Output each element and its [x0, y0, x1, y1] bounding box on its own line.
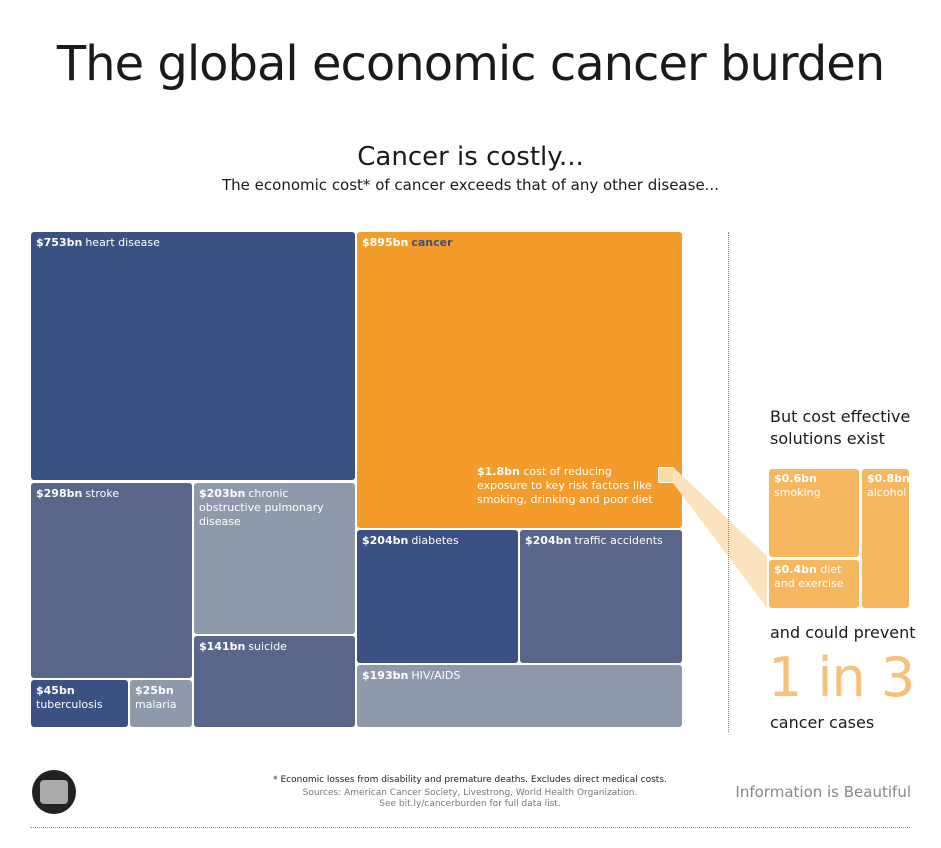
solution-alcohol: $0.8bn alcohol	[862, 469, 910, 608]
solution-smoking: $0.6bn smoking	[769, 469, 859, 557]
sources: Sources: American Cancer Society, Livest…	[200, 788, 740, 810]
prevent-text: and could prevent	[770, 623, 916, 642]
solutions-heading: But cost effective solutions exist	[770, 407, 911, 448]
page-title: The global economic cancer burden	[56, 36, 885, 92]
solution-label: diet and exercise	[774, 563, 844, 590]
solution-label: smoking	[774, 486, 821, 499]
section-divider	[728, 232, 729, 732]
solution-value: $0.8bn	[867, 472, 910, 485]
callout-wedge	[673, 467, 767, 608]
solution-label: alcohol	[867, 486, 907, 499]
cases-text: cancer cases	[770, 713, 875, 732]
solution-value: $0.4bn	[774, 563, 817, 576]
solution-diet: $0.4bn diet and exercise	[769, 560, 859, 608]
footnote: * Economic losses from disability and pr…	[273, 775, 667, 785]
callout-value: $1.8bn	[477, 465, 520, 478]
sources-line: Sources: American Cancer Society, Livest…	[302, 788, 638, 798]
chart-description: The economic cost* of cancer exceeds tha…	[222, 176, 719, 194]
footer-divider	[30, 827, 910, 828]
brand-credit: Information is Beautiful	[735, 783, 911, 801]
chart-subtitle: Cancer is costly...	[357, 142, 584, 172]
solution-value: $0.6bn	[774, 472, 817, 485]
callout-description: cost of reducing exposure to key risk fa…	[477, 465, 653, 506]
logo-icon	[32, 770, 76, 814]
sources-link: See bit.ly/cancerburden for full data li…	[379, 799, 561, 809]
big-stat: 1 in 3	[768, 646, 915, 709]
callout-text: $1.8bn cost of reducing exposure to key …	[477, 465, 657, 507]
